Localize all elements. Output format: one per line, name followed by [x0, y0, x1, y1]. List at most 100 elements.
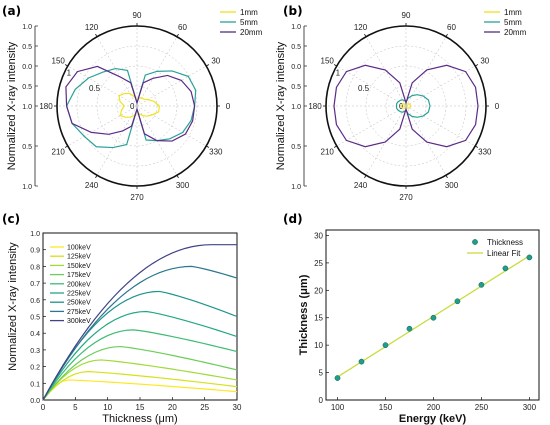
a-inner-radial-label: 1	[67, 69, 72, 78]
b-grid-spoke	[336, 65, 407, 107]
b-radial-tick-label: 0.5	[291, 44, 301, 51]
c-x-tick-label: 30	[233, 403, 242, 412]
b-angle-label: 300	[445, 181, 459, 190]
c-y-tick-label: 0.9	[30, 248, 40, 255]
a-angle-tick	[95, 33, 98, 37]
c-legend-label: 250keV	[67, 300, 91, 307]
b-angle-tick	[445, 33, 448, 37]
d-x-tick-label: 250	[475, 403, 489, 412]
c-x-tick-label: 10	[103, 403, 112, 412]
d-data-point	[406, 325, 413, 332]
a-radial-tick-label: 0.5	[22, 144, 32, 151]
a-radial-tick-label: 1.0	[22, 24, 32, 31]
b-legend-label: 5mm	[504, 18, 522, 27]
a-legend-label: 20mm	[240, 28, 263, 37]
d-data-point	[382, 342, 389, 349]
a-series-1mm	[118, 92, 160, 118]
c-legend-label: 175keV	[67, 272, 91, 279]
d-x-tick-label: 200	[427, 403, 441, 412]
a-ylabel: Normalized X-ray intensity	[6, 41, 18, 170]
b-inner-radial-label: 0.5	[358, 84, 370, 93]
b-series-20mm	[333, 64, 479, 148]
c-series-125keV	[42, 371, 238, 401]
c-legend-label: 125keV	[67, 254, 91, 261]
d-data-point	[334, 375, 341, 381]
d-legend-label: Linear Fit	[487, 249, 521, 258]
c-series-150keV	[42, 359, 238, 401]
c-series-100keV	[42, 379, 238, 401]
b-grid-spoke	[405, 105, 476, 147]
b-angle-label: 330	[478, 148, 492, 157]
a-angle-label: 240	[85, 181, 99, 190]
d-plot-frame	[325, 229, 540, 401]
b-angle-label: 120	[354, 23, 368, 32]
d-y-tick-label: 15	[314, 314, 323, 323]
c-x-tick-label: 15	[136, 403, 145, 412]
a-angle-tick	[64, 64, 68, 67]
a-grid-spoke	[67, 65, 138, 107]
a-angle-label: 210	[52, 148, 66, 157]
a-angle-tick	[64, 145, 68, 148]
b-legend-label: 1mm	[504, 8, 522, 17]
c-legend-label: 150keV	[67, 263, 91, 270]
c-y-tick-label: 0.1	[30, 381, 40, 388]
d-x-tick-label: 300	[523, 403, 537, 412]
c-xlabel: Thickness (μm)	[102, 413, 177, 425]
b-radial-tick-label: 0.5	[291, 84, 301, 91]
d-xlabel: Energy (keV)	[399, 413, 467, 425]
b-inner-radial-label: 1	[336, 69, 341, 78]
a-inner-radial-label: 0.5	[89, 84, 101, 93]
line-chart-c: 0 5 10 15 20 25 30 0.0 0.1 0.2 0.3 0.4 0.5 0.6 0.7 0.8 0…	[7, 231, 242, 425]
b-angle-tick	[475, 145, 479, 148]
c-x-tick-label: 20	[168, 403, 177, 412]
a-series-20mm	[65, 65, 196, 142]
c-y-tick-label: 0.0	[30, 398, 40, 405]
a-radial-tick-label: 0.5	[22, 84, 32, 91]
c-y-tick-label: 1.0	[30, 231, 40, 238]
c-series-225keV	[42, 310, 238, 401]
a-radial-tick-label: 1.0	[22, 184, 32, 191]
b-angle-label: 240	[354, 181, 368, 190]
d-y-tick-label: 10	[314, 341, 323, 350]
c-series-200keV	[42, 329, 238, 401]
a-angle-tick	[206, 145, 210, 148]
d-y-tick-label: 20	[314, 286, 323, 295]
b-angle-tick	[333, 64, 337, 67]
b-radial-tick-label: 0.5	[291, 144, 301, 151]
b-series-1mm	[400, 103, 412, 109]
c-x-tick-label: 0	[41, 403, 46, 412]
a-angle-tick	[206, 64, 210, 67]
a-angle-label: 120	[85, 23, 99, 32]
a-angle-label: 270	[130, 193, 144, 202]
d-y-tick-label: 0	[319, 396, 324, 405]
panel-c-label: (c)	[2, 212, 20, 226]
d-data-point	[526, 254, 533, 261]
d-ylabel: Thickness (μm)	[298, 274, 310, 355]
b-radial-tick-label: 1.0	[291, 24, 301, 31]
c-y-tick-label: 0.6	[30, 298, 40, 305]
b-angle-label: 30	[480, 57, 489, 66]
b-angle-label: 150	[321, 57, 335, 66]
d-data-point	[454, 298, 461, 305]
d-data-point	[358, 358, 365, 365]
c-x-tick-label: 25	[200, 403, 209, 412]
polar-chart-b: 1.0 0.5 0.0 0.5 1.0 0.5 1.0 Normalized X-ray in…	[275, 8, 527, 202]
a-angle-label: 330	[209, 148, 223, 157]
d-legend-marker	[472, 239, 478, 245]
b-angle-label: 210	[321, 148, 335, 157]
a-angle-label: 0	[226, 102, 231, 111]
d-y-tick-label: 30	[314, 231, 323, 240]
b-angle-label: 60	[447, 23, 456, 32]
c-series-300keV	[42, 244, 237, 401]
b-angle-tick	[333, 145, 337, 148]
a-angle-tick	[176, 175, 179, 179]
c-y-tick-label: 0.4	[30, 331, 40, 338]
b-angle-tick	[475, 64, 479, 67]
b-angle-label: 0	[495, 102, 500, 111]
b-radial-tick-label: 1.0	[291, 104, 301, 111]
c-legend-label: 275keV	[67, 309, 91, 316]
d-data-point	[430, 314, 437, 321]
c-legend-label: 300keV	[67, 318, 91, 325]
c-series-175keV	[42, 345, 238, 401]
